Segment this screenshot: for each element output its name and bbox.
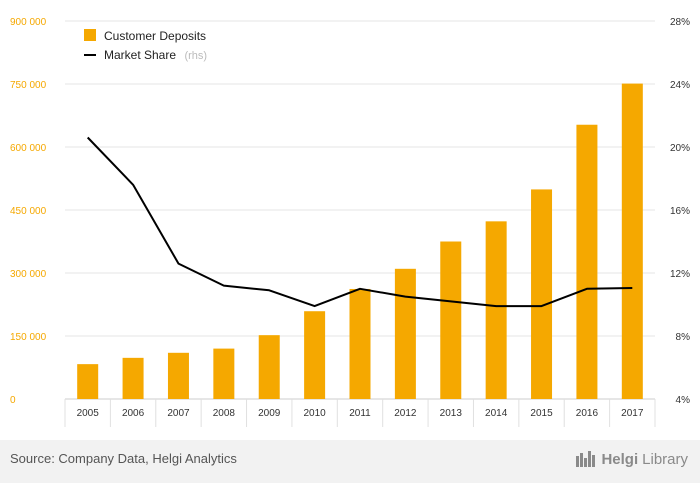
x-tick-label: 2017 [621,408,644,419]
y-right-tick-label: 8% [676,332,691,343]
bar [349,288,371,399]
line-series [86,136,633,308]
y-axis-right: 4% 8% 12% 16% 20% 24% 28% [670,17,690,406]
y-left-tick-label: 0 [10,395,16,406]
bar [213,348,235,399]
brand-name-part1: Helgi [601,450,639,468]
y-right-tick-label: 16% [670,206,690,217]
y-left-tick-label: 600 000 [10,143,47,154]
source-text: Source: Company Data, Helgi Analytics [10,451,237,466]
x-tick-label: 2005 [77,408,100,419]
y-right-tick-label: 20% [670,143,690,154]
bar [621,83,643,399]
brand-logo: Helgi Library [575,450,688,468]
bar-series [77,83,643,400]
x-tick-label: 2014 [485,408,508,419]
bar [77,364,99,399]
bar [394,268,416,399]
y-left-tick-label: 900 000 [10,17,47,28]
x-tick-label: 2013 [440,408,463,419]
x-tick-label: 2011 [349,408,371,419]
y-left-tick-label: 150 000 [10,332,47,343]
brand-name-part2: Library [642,450,688,468]
y-left-tick-label: 300 000 [10,269,47,280]
bar [304,311,326,399]
x-tick-label: 2009 [258,408,281,419]
legend-label-market-share: Market Share (rhs) [104,46,207,63]
x-tick-label: 2010 [303,408,326,419]
legend-label-deposits: Customer Deposits [104,29,206,43]
bar [167,352,189,399]
market-share-line [86,136,633,308]
y-right-tick-label: 28% [670,17,690,28]
x-axis: 2005 2006 2007 2008 2009 2010 2011 2012 2013 2014… [64,399,656,427]
x-tick-label: 2008 [213,408,236,419]
bar [122,357,144,399]
library-icon [576,451,596,467]
x-tick-label: 2012 [394,408,417,419]
gridlines [65,20,655,400]
bar [485,221,507,399]
y-axis-left: 0 150 000 300 000 450 000 600 000 750 000 900 … [10,17,47,406]
y-left-tick-label: 750 000 [10,80,47,91]
bar [258,335,280,399]
x-tick-label: 2007 [167,408,190,419]
x-tick-label: 2016 [576,408,599,419]
bar [531,189,553,399]
y-right-tick-label: 24% [670,80,690,91]
chart: 0 150 000 300 000 450 000 600 000 750 000 900 … [10,17,690,427]
x-tick-label: 2006 [122,408,145,419]
legend: Customer Deposits Market Share (rhs) [84,29,207,63]
x-tick-label: 2015 [530,408,553,419]
bar [576,124,598,400]
footer: Source: Company Data, Helgi Analytics He… [0,440,700,483]
y-right-tick-label: 12% [670,269,690,280]
y-left-tick-label: 450 000 [10,206,47,217]
bar [440,241,462,399]
legend-swatch-deposits [84,29,96,41]
y-right-tick-label: 4% [676,395,691,406]
